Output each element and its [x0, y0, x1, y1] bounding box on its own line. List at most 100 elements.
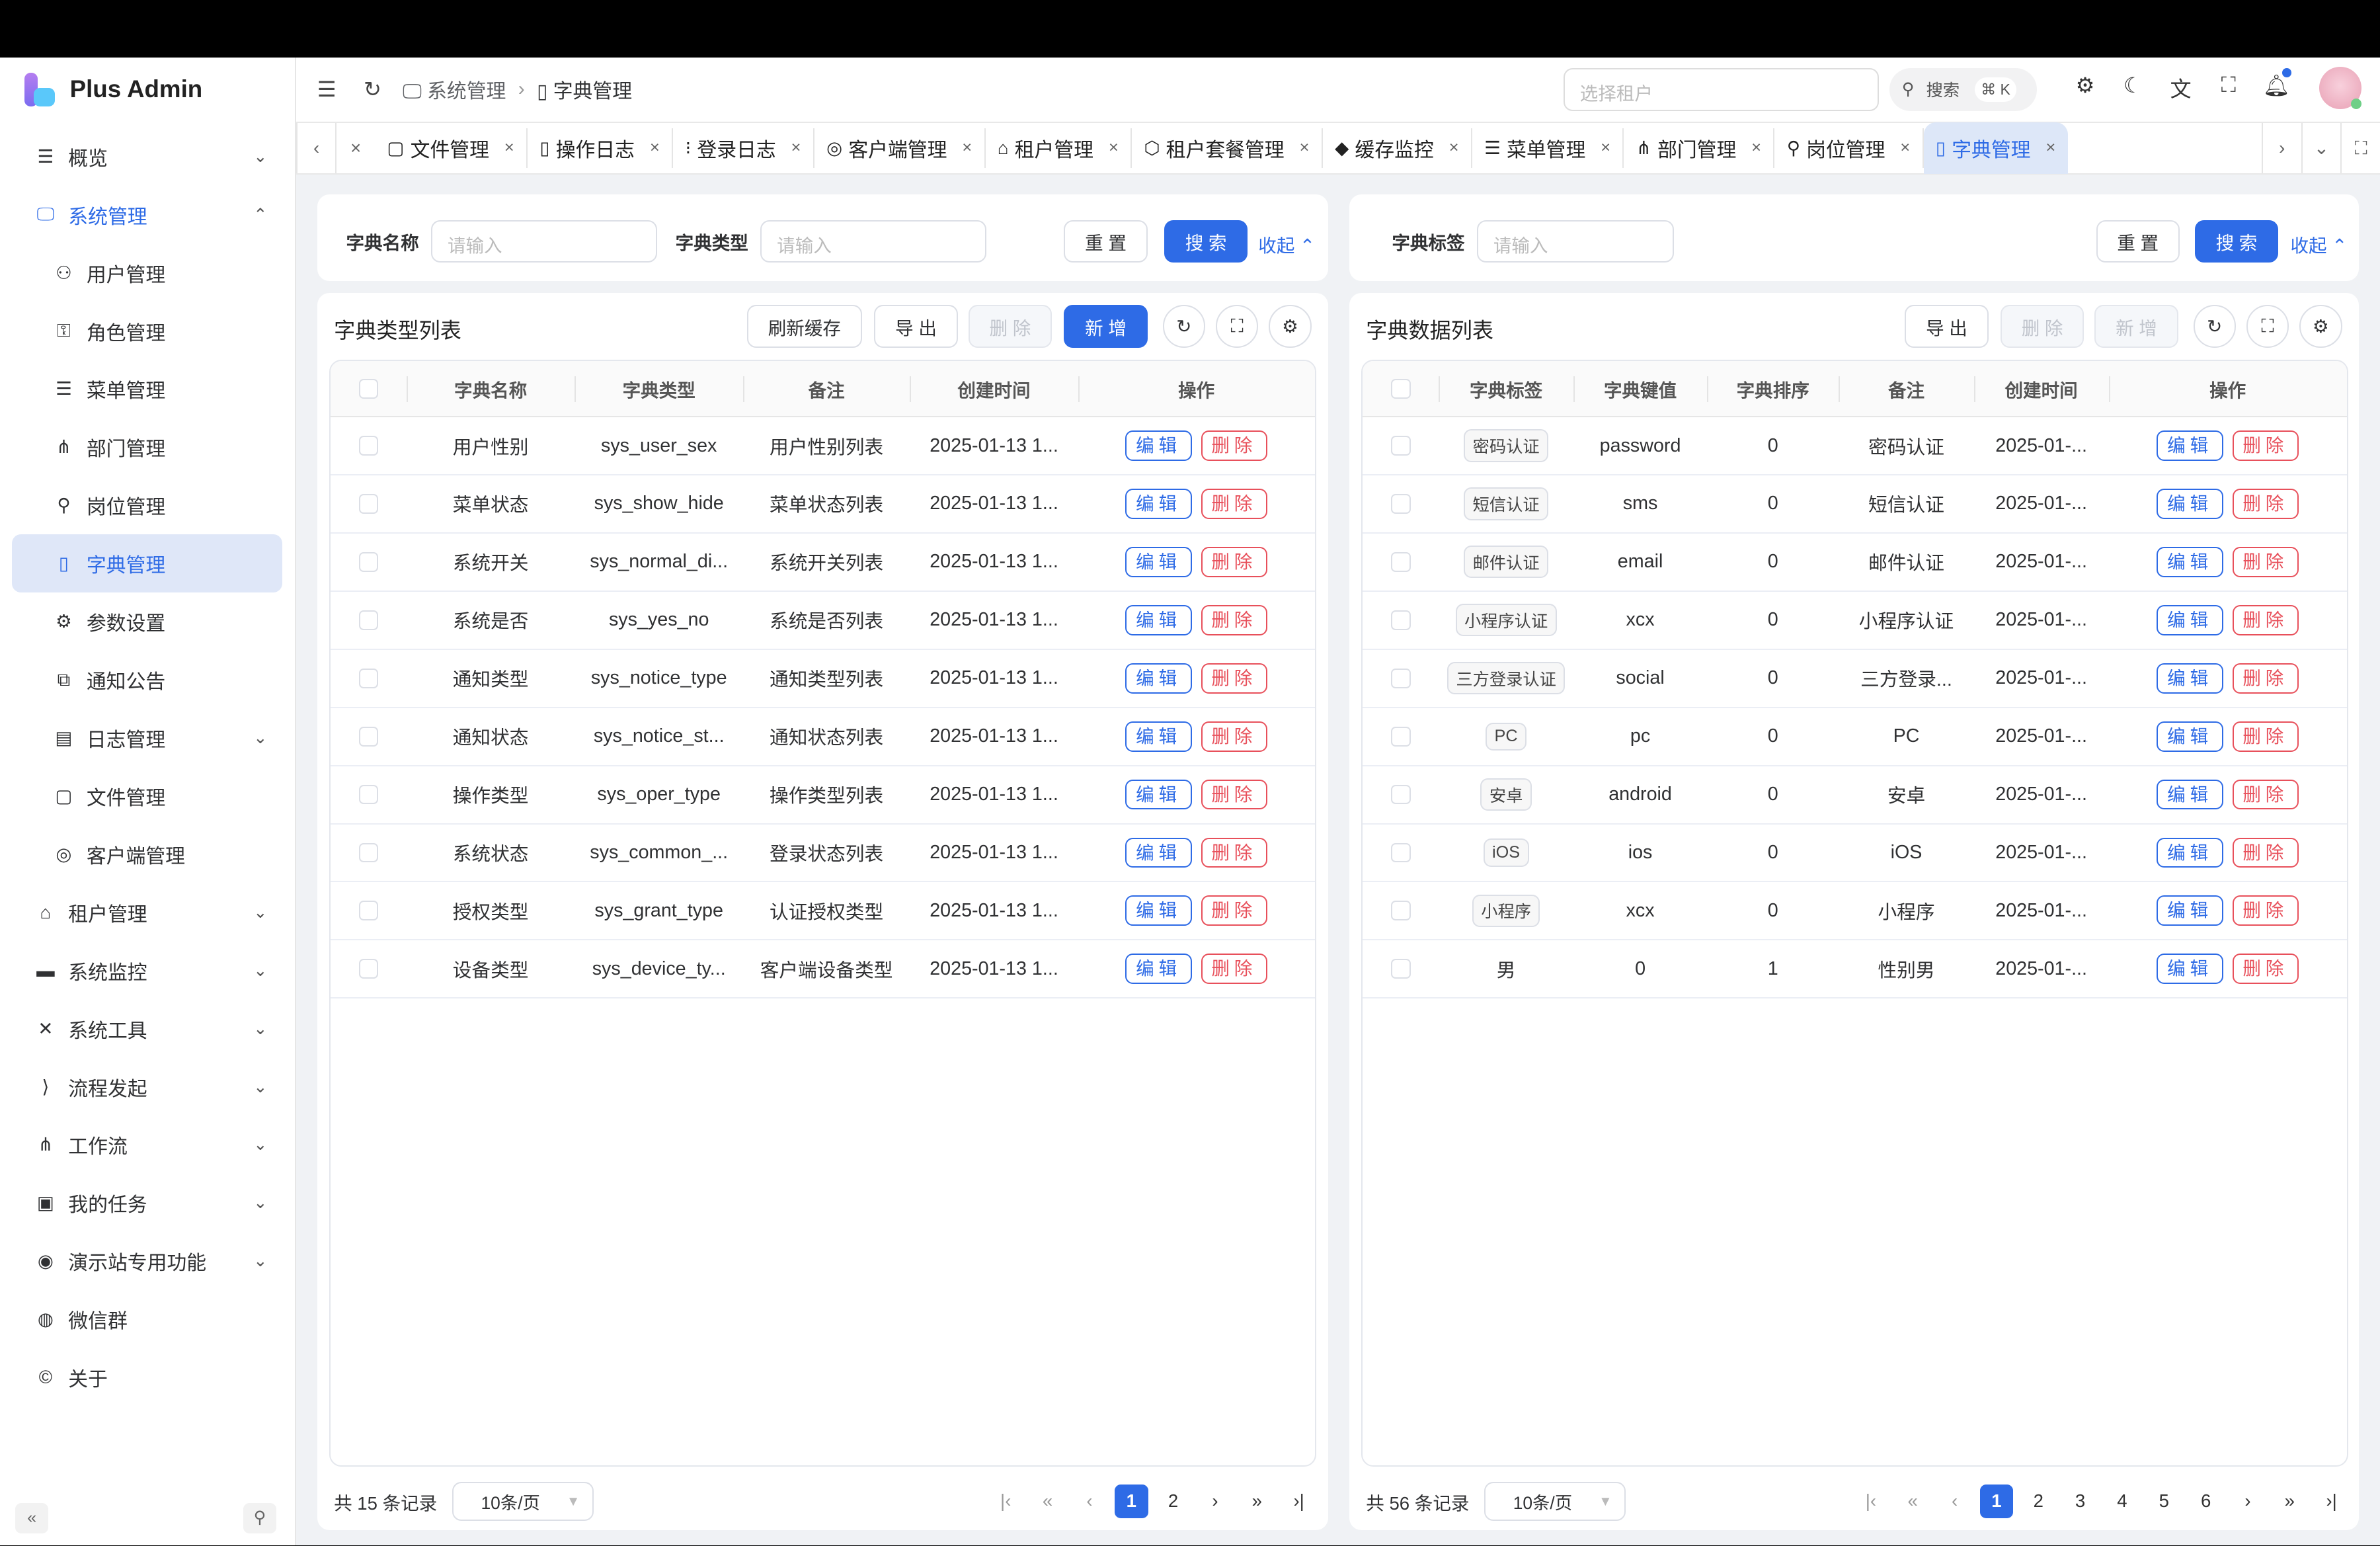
edit-button[interactable]: 编辑 [2157, 430, 2223, 461]
close-all-icon[interactable]: × [335, 122, 375, 173]
column-settings-icon[interactable]: ⚙ [1269, 305, 1312, 348]
page-button[interactable]: 6 [2200, 1490, 2211, 1512]
sidebar-item[interactable]: ✕ 系统工具 ⌄ [12, 1000, 282, 1058]
close-icon[interactable]: × [649, 138, 660, 157]
delete-button[interactable]: 删除 [2232, 954, 2299, 985]
column-settings-icon[interactable]: ⚙ [2299, 305, 2342, 348]
row-checkbox[interactable] [1390, 668, 1411, 688]
collapse-link[interactable]: 收起 ⌃ [2290, 235, 2348, 256]
select-all-checkbox[interactable] [1390, 378, 1411, 399]
refresh-icon[interactable]: ↻ [1162, 305, 1205, 348]
edit-button[interactable]: 编辑 [1125, 430, 1192, 461]
sidebar-item[interactable]: ▣ 我的任务 ⌄ [12, 1174, 282, 1232]
close-icon[interactable]: × [504, 138, 514, 157]
tab-8[interactable]: ⋔ 部门管理 × [1624, 128, 1775, 168]
delete-button[interactable]: 删除 [2232, 663, 2299, 694]
row-checkbox[interactable] [1390, 551, 1411, 572]
tab-4[interactable]: ⌂ 租户管理 × [986, 128, 1132, 168]
dict-name-input[interactable]: 请输入 [431, 220, 658, 263]
prev-group-icon[interactable]: « [1907, 1490, 1918, 1512]
menu-toggle-icon[interactable]: ☰ [317, 77, 337, 102]
chevron-down-icon[interactable]: ⌄ [253, 1194, 268, 1213]
page-button[interactable]: 1 [1979, 1485, 2014, 1518]
close-icon[interactable]: × [1299, 138, 1310, 157]
row-checkbox[interactable] [1390, 959, 1411, 979]
row-checkbox[interactable] [358, 959, 379, 979]
bell-icon[interactable]: 🔔︎ [2252, 68, 2300, 103]
row-checkbox[interactable] [1390, 726, 1411, 747]
chevron-up-icon[interactable]: ⌃ [253, 205, 268, 224]
translate-icon[interactable]: 文 [2170, 77, 2192, 102]
delete-button[interactable]: 删除 [2232, 604, 2299, 635]
edit-button[interactable]: 编辑 [2157, 779, 2223, 810]
tab-7[interactable]: ☰ 菜单管理 × [1472, 128, 1624, 168]
delete-button[interactable]: 删除 [1201, 895, 1267, 926]
page-size-select[interactable]: 10条/页 ▼ [1484, 1481, 1626, 1522]
chevron-down-icon[interactable]: ⌄ [253, 1252, 268, 1271]
sidebar-item[interactable]: ⧉ 通知公告 [12, 651, 282, 709]
tab-dropdown-icon[interactable]: ⌄ [2301, 122, 2341, 173]
sidebar-item[interactable]: ⋔ 部门管理 [12, 418, 282, 476]
row-checkbox[interactable] [1390, 436, 1411, 456]
edit-button[interactable]: 编辑 [1125, 604, 1192, 635]
page-button[interactable]: 2 [2033, 1490, 2043, 1512]
refresh-icon[interactable]: ↻ [363, 77, 381, 102]
tab-6[interactable]: ◆ 缓存监控 × [1323, 128, 1472, 168]
close-icon[interactable]: × [962, 138, 972, 157]
close-icon[interactable]: × [1751, 138, 1762, 157]
next-page-icon[interactable]: › [2244, 1490, 2251, 1512]
row-checkbox[interactable] [1390, 494, 1411, 514]
sidebar-item[interactable]: ☰ 菜单管理 [12, 360, 282, 419]
page-button[interactable]: 3 [2075, 1490, 2086, 1512]
chevron-down-icon[interactable]: ⌄ [253, 147, 268, 166]
export-button[interactable]: 导 出 [1905, 305, 1989, 348]
collapse-sidebar-icon[interactable]: « [15, 1502, 49, 1533]
fullscreen-icon[interactable]: ⛶ [2221, 73, 2237, 97]
sidebar-item[interactable]: ⚲ 岗位管理 [12, 476, 282, 534]
close-icon[interactable]: × [1448, 138, 1459, 157]
edit-button[interactable]: 编辑 [2157, 604, 2223, 635]
sidebar-item[interactable]: ▬ 系统监控 ⌄ [12, 942, 282, 1000]
fullscreen-icon[interactable]: ⛶ [1216, 305, 1259, 348]
edit-button[interactable]: 编辑 [2157, 721, 2223, 752]
dark-mode-icon[interactable]: ☾ [2123, 73, 2143, 98]
tab-2[interactable]: ⁝ 登录日志 × [673, 128, 814, 168]
tab-scroll-left-icon[interactable]: ‹ [296, 122, 336, 173]
sidebar-item[interactable]: ▢ 文件管理 [12, 767, 282, 825]
sidebar-item[interactable]: ▤ 日志管理 ⌄ [12, 709, 282, 767]
delete-button[interactable]: 删除 [2232, 779, 2299, 810]
row-checkbox[interactable] [1390, 784, 1411, 805]
delete-button[interactable]: 删除 [2232, 837, 2299, 868]
close-icon[interactable]: × [1900, 138, 1911, 157]
row-checkbox[interactable] [358, 494, 379, 514]
edit-button[interactable]: 编辑 [2157, 488, 2223, 519]
prev-page-icon[interactable]: ‹ [1086, 1490, 1093, 1512]
close-icon[interactable]: × [1108, 138, 1119, 157]
row-checkbox[interactable] [358, 901, 379, 921]
edit-button[interactable]: 编辑 [2157, 546, 2223, 577]
next-page-icon[interactable]: › [1212, 1490, 1218, 1512]
sidebar-item[interactable]: © 关于 [12, 1348, 282, 1406]
prev-page-icon[interactable]: ‹ [1951, 1490, 1958, 1512]
row-checkbox[interactable] [1390, 901, 1411, 921]
sidebar-item[interactable]: ⌂ 租户管理 ⌄ [12, 883, 282, 942]
tenant-select[interactable]: 选择租户 [1563, 68, 1880, 111]
edit-button[interactable]: 编辑 [1125, 837, 1192, 868]
delete-button[interactable]: 删除 [1201, 721, 1267, 752]
prev-group-icon[interactable]: « [1042, 1490, 1053, 1512]
edit-button[interactable]: 编辑 [1125, 721, 1192, 752]
delete-button[interactable]: 删除 [2232, 546, 2299, 577]
close-icon[interactable]: × [1601, 138, 1611, 157]
add-button[interactable]: 新 增 [1064, 305, 1148, 348]
edit-button[interactable]: 编辑 [1125, 546, 1192, 577]
sidebar-item[interactable]: ⟩ 流程发起 ⌄ [12, 1058, 282, 1116]
settings-icon[interactable]: ⚙ [2075, 73, 2095, 98]
edit-button[interactable]: 编辑 [1125, 663, 1192, 694]
delete-button[interactable]: 删 除 [2000, 305, 2084, 348]
chevron-down-icon[interactable]: ⌄ [253, 1019, 268, 1038]
row-checkbox[interactable] [358, 784, 379, 805]
delete-button[interactable]: 删除 [1201, 604, 1267, 635]
dict-label-input[interactable]: 请输入 [1476, 220, 1675, 263]
edit-button[interactable]: 编辑 [2157, 837, 2223, 868]
add-button[interactable]: 新 增 [2094, 305, 2178, 348]
